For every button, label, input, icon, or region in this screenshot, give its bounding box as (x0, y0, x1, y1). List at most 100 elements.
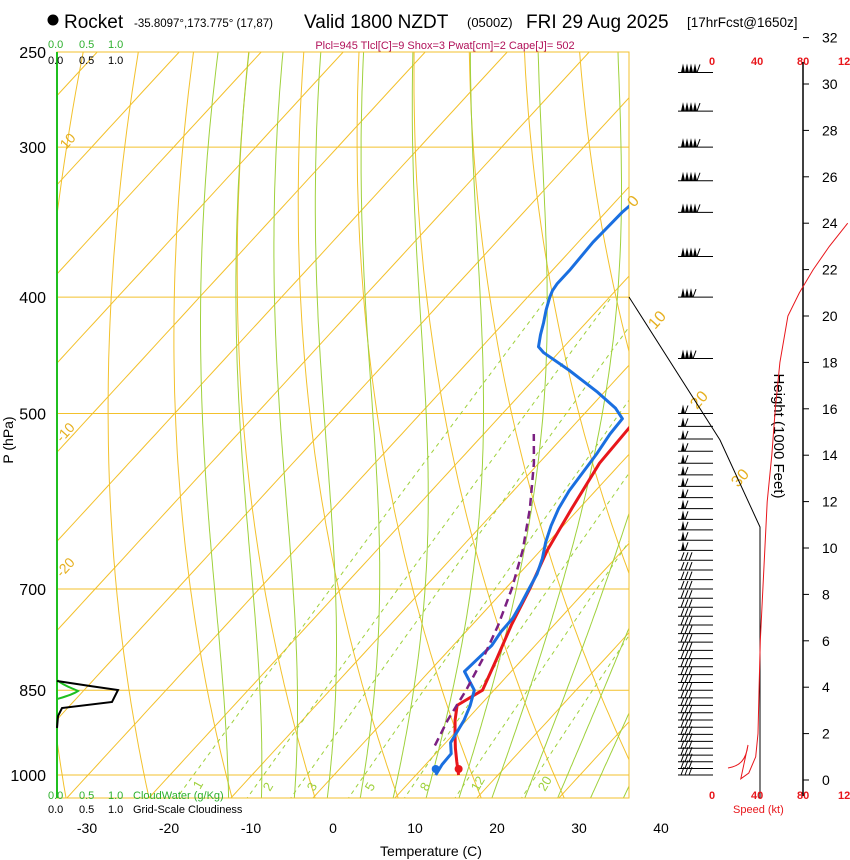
wind-barb-flag (689, 247, 693, 257)
isotherm-labels: 10 -10 -20 0 10 20 30 (52, 130, 753, 580)
wind-barb-feather (692, 288, 697, 298)
height-label-18: 18 (822, 354, 838, 370)
dry-adiabat-330 (579, 52, 629, 354)
wind-barb-44 (678, 203, 713, 213)
height-label-24: 24 (822, 215, 838, 231)
isotherm-30 (558, 721, 629, 798)
wind-barb-flag (681, 541, 685, 551)
wind-barb-flag (681, 417, 685, 427)
x-axis-ticks: -30 -20 -10 0 10 20 30 40 (77, 820, 669, 836)
dry-adiabat-280 (297, 52, 399, 798)
wind-barb-feather (684, 650, 689, 659)
wind-barb-flag (681, 510, 685, 520)
wind-barb-flag (681, 404, 685, 414)
moist-adiabat-30 (557, 626, 629, 798)
wind-barb-feather (684, 599, 689, 608)
wind-barb-flag (681, 442, 685, 452)
height-label-6: 6 (822, 633, 830, 649)
wind-barb-feather (688, 658, 693, 667)
height-label-16: 16 (822, 401, 838, 417)
wind-barb-feather (688, 650, 693, 659)
wind-barb-feather (684, 418, 689, 427)
wind-barb-39 (678, 417, 713, 427)
chart-header: Rocket -35.8097°,173.775° (17,87) Valid … (47, 12, 798, 52)
speed-top-120: 12 (838, 56, 850, 68)
moist-adiabat-10 (392, 52, 429, 798)
wind-barb-flag (689, 349, 693, 359)
wind-barb-9 (678, 704, 713, 714)
dry-adiabat-260 (173, 52, 233, 798)
wind-barb-flag (681, 63, 685, 73)
wind-barb-25 (678, 571, 713, 581)
wind-barb-feather (696, 204, 701, 213)
wind-barb-feather (696, 102, 701, 112)
bottom-green-0: 0.0 (48, 790, 63, 802)
pressure-label-1000: 1000 (10, 768, 46, 785)
wind-barb-feather (684, 405, 689, 414)
pressure-label-400: 400 (19, 290, 46, 307)
station-name: Rocket (64, 12, 124, 33)
dry-adiabat-320 (523, 52, 629, 575)
wind-barb-feather (680, 719, 685, 728)
wind-barb-feather (680, 633, 685, 643)
wind-barb-flag (693, 63, 697, 73)
wind-barb-21 (678, 608, 713, 617)
dry-adiabat-290 (356, 52, 482, 798)
wind-barb-feather (684, 711, 689, 721)
wind-barb-feather (688, 711, 693, 721)
speed-scale: 0 40 80 12 0 40 80 12 Speed (kt) (709, 56, 850, 816)
wind-barb-flag (693, 247, 697, 257)
wind-barb-flag (685, 203, 689, 213)
wind-barb-feather (680, 682, 685, 691)
wind-barb-feather (696, 248, 701, 257)
wind-barb-feather (684, 521, 689, 531)
height-label-20: 20 (822, 308, 838, 324)
speed-top-40: 40 (751, 56, 763, 68)
bottom-black-2: 1.0 (108, 804, 123, 816)
moist-adiabat--6 (235, 52, 263, 798)
wind-barb-flag (693, 102, 697, 112)
barb-boundary-line (628, 296, 761, 798)
wind-barb-26 (678, 561, 713, 571)
wind-barb-feather (680, 697, 685, 706)
height-label-2: 2 (822, 726, 830, 742)
wind-barb-feather (684, 666, 689, 675)
wind-barb-13 (678, 674, 713, 684)
x-tick--10: -10 (241, 820, 261, 836)
wind-barb-flag (681, 531, 685, 541)
bottom-black-1: 0.5 (79, 804, 94, 816)
wind-barb-feather (688, 580, 693, 590)
wind-barb-feather (684, 532, 689, 541)
y-axis-title: P (hPa) (0, 416, 16, 463)
isotherm-40 (639, 31, 850, 801)
x-tick-0: 0 (329, 820, 337, 836)
wind-barb-29 (678, 531, 713, 541)
wind-barb-feather (680, 674, 685, 683)
wind-barb-33 (678, 488, 713, 499)
top-green-1: 0.5 (79, 39, 94, 51)
wind-barb-feather (680, 658, 685, 667)
bottom-black-0: 0.0 (48, 804, 63, 816)
wind-barb-flag (681, 171, 685, 181)
wind-barb-flag (681, 477, 685, 487)
wind-barb-feather (684, 608, 689, 617)
x-tick-10: 10 (407, 820, 423, 836)
wind-barb-feather (688, 599, 693, 608)
speed-bottom-0: 0 (709, 790, 715, 802)
wind-barb-28 (678, 541, 713, 551)
wind-barb-47 (678, 102, 713, 112)
wind-barb-feather (684, 633, 689, 643)
x-axis-title: Temperature (C) (380, 843, 482, 859)
top-black-0: 0.0 (48, 55, 63, 67)
wind-barb-feather (696, 64, 701, 73)
wind-speed-profile (727, 222, 849, 780)
bottom-green-2: 1.0 (108, 790, 123, 802)
dry-adiabat-340 (633, 31, 850, 801)
wind-barb-42 (678, 288, 713, 298)
series-parcel (433, 433, 536, 747)
wind-barb-feather (688, 633, 693, 643)
wind-barb-flag (681, 203, 685, 213)
forecast-info: [17hrFcst@1650z] (687, 15, 798, 30)
moist-adiabat-14 (425, 52, 484, 798)
x-tick-40: 40 (653, 820, 669, 836)
